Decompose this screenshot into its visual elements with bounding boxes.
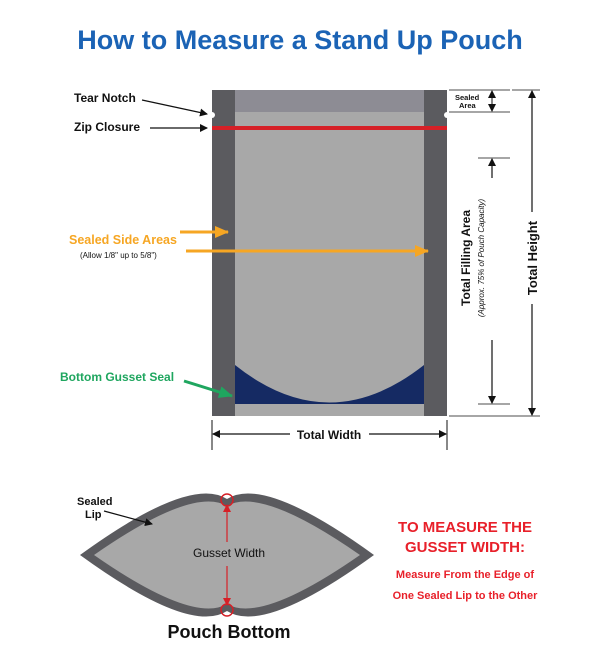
pouch-front-view (209, 90, 450, 416)
tear-notch-right (444, 112, 450, 118)
sealed-lip-label-1: Sealed (77, 496, 112, 508)
bottom-gusset-seal-label: Bottom Gusset Seal (60, 370, 174, 384)
pouch-body (212, 90, 447, 416)
bottom-gusset (235, 365, 424, 404)
bottom-edge (235, 404, 424, 416)
sealed-area-label-1: Sealed (455, 93, 480, 102)
right-side-seal (424, 90, 447, 416)
height-label-bg (515, 212, 549, 304)
pouch-bottom-view (80, 493, 374, 617)
filling-note: (Approx. 75% of Pouch Capacity) (477, 199, 486, 318)
gusset-inner (94, 501, 360, 609)
instruction-heading-2: GUSSET WIDTH: (405, 539, 525, 556)
tear-notch-arrow (141, 99, 208, 117)
gusset-width-label: Gusset Width (193, 546, 265, 560)
total-filling-area-label: Total Filling Area (459, 210, 473, 306)
left-side-seal (212, 90, 235, 416)
total-height-label: Total Height (525, 220, 540, 295)
filling-label-bg (458, 178, 502, 340)
tear-notch-left (209, 112, 215, 118)
bottom-gusset-arrow (183, 379, 233, 398)
sealed-side-note: (Allow 1/8" up to 5/8") (80, 251, 157, 260)
instruction-body-2: One Sealed Lip to the Other (393, 590, 539, 602)
sealed-area-label-2: Area (459, 101, 477, 110)
page-title: How to Measure a Stand Up Pouch (77, 25, 523, 55)
instruction-heading-1: TO MEASURE THE (398, 519, 532, 536)
sealed-lip-arrow (103, 510, 153, 527)
zip-closure-line (212, 126, 447, 130)
total-width-label: Total Width (297, 428, 361, 442)
tear-notch-label: Tear Notch (74, 91, 136, 105)
zip-closure-label: Zip Closure (74, 120, 140, 134)
pouch-bottom-caption: Pouch Bottom (168, 622, 291, 642)
sealed-side-areas-label: Sealed Side Areas (69, 233, 177, 247)
instruction-body-1: Measure From the Edge of (396, 569, 534, 581)
sealed-lip-label-2: Lip (85, 509, 102, 521)
top-seal (212, 90, 447, 112)
